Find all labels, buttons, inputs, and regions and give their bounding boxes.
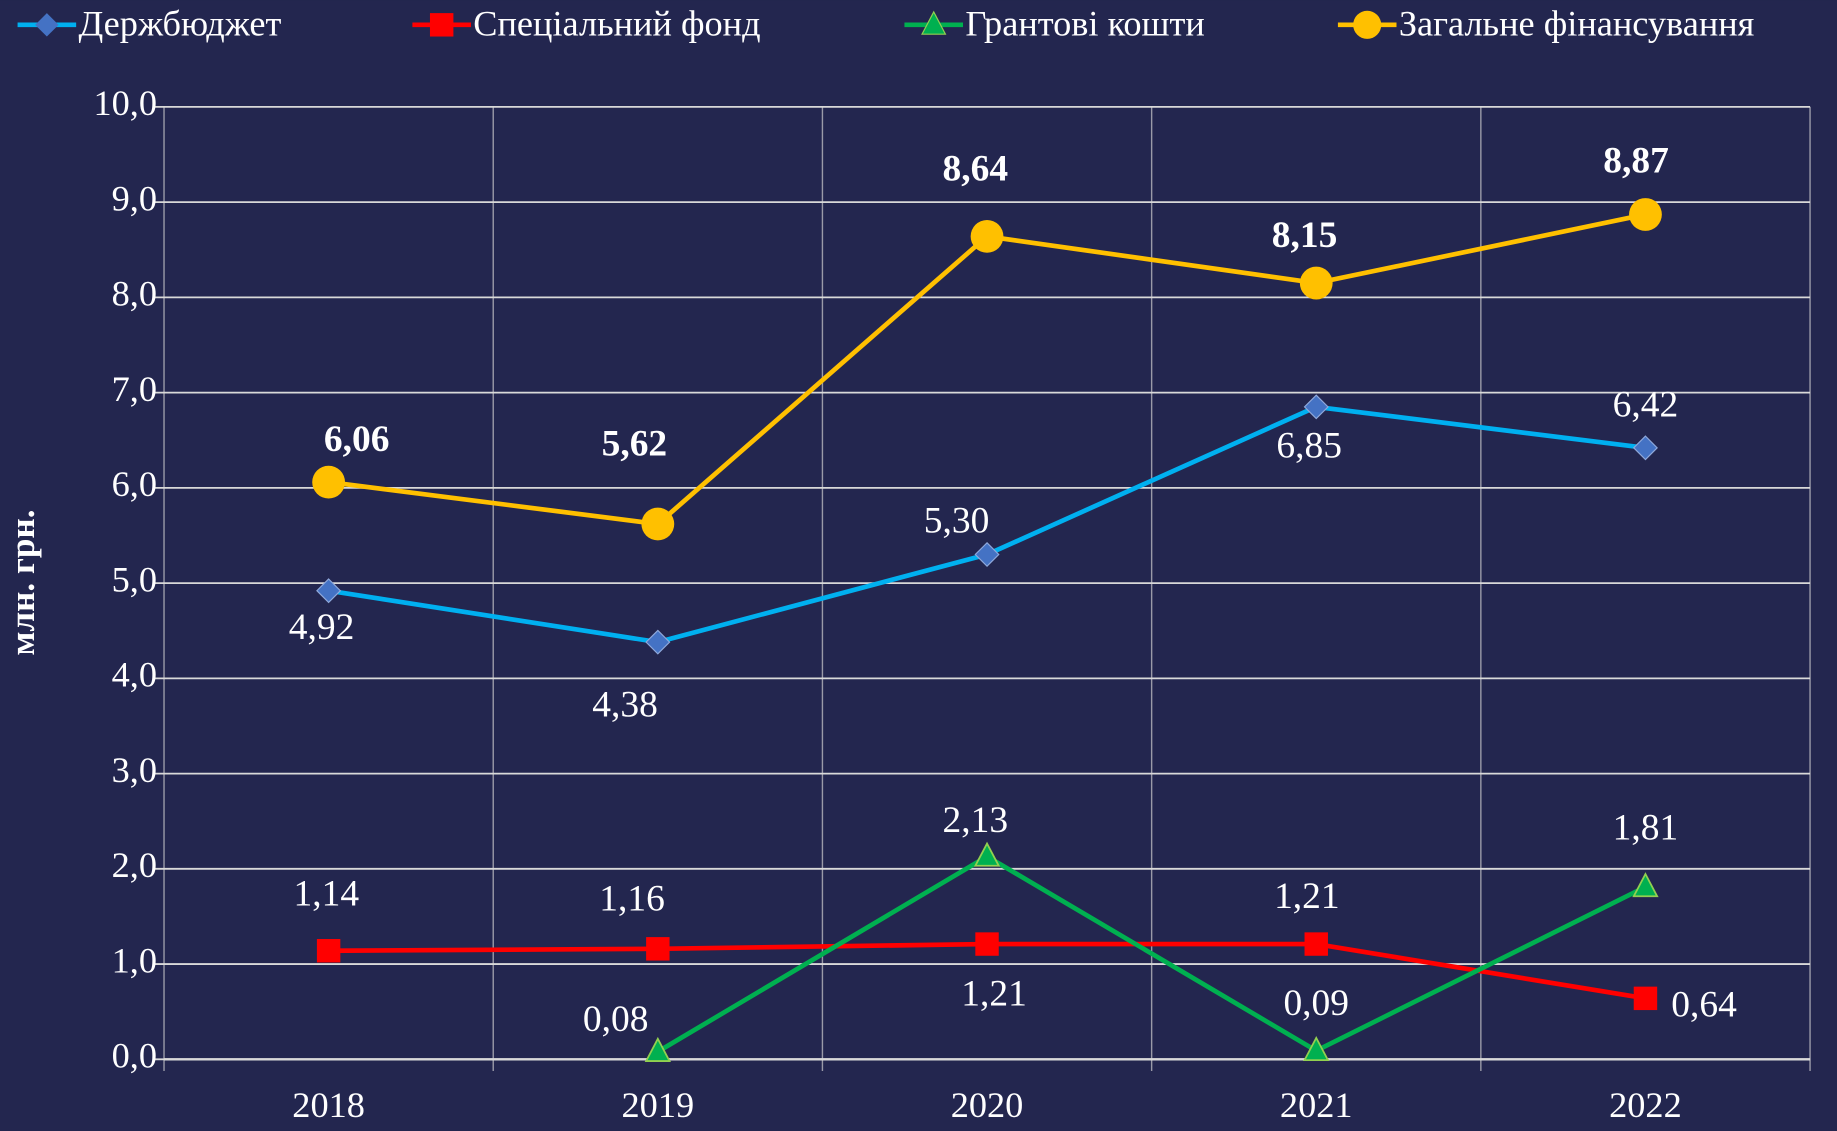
legend-marker xyxy=(1353,10,1382,39)
x-tick-label: 2022 xyxy=(1609,1085,1682,1125)
marker xyxy=(1632,872,1659,898)
y-tick-label: 0,0 xyxy=(112,1036,157,1076)
y-tick-label: 3,0 xyxy=(112,750,157,790)
legend-marker xyxy=(921,10,947,35)
y-tick-label: 5,0 xyxy=(112,559,157,599)
data-label: 8,87 xyxy=(1603,141,1669,182)
marker xyxy=(1299,266,1333,300)
data-label: 4,38 xyxy=(592,684,658,725)
data-label: 0,08 xyxy=(583,999,649,1040)
marker xyxy=(1633,986,1658,1011)
data-label: 5,30 xyxy=(924,501,990,542)
legend-marker xyxy=(429,13,454,37)
legend-label: Держбюджет xyxy=(78,3,281,43)
data-label: 1,14 xyxy=(293,873,359,914)
data-label: 1,21 xyxy=(961,973,1027,1014)
data-label: 4,92 xyxy=(289,607,355,648)
data-label: 1,21 xyxy=(1274,876,1340,917)
marker xyxy=(973,841,1001,867)
marker xyxy=(1303,1035,1330,1061)
data-label: 6,42 xyxy=(1613,385,1679,426)
marker xyxy=(974,541,1000,568)
marker xyxy=(645,629,671,655)
legend-label: Загальне фінансування xyxy=(1399,3,1755,43)
y-tick-label: 7,0 xyxy=(112,369,157,409)
marker xyxy=(644,1036,671,1062)
y-tick-label: 9,0 xyxy=(112,178,157,218)
y-tick-label: 10,0 xyxy=(93,83,157,123)
y-tick-label: 1,0 xyxy=(112,940,157,980)
marker xyxy=(1632,435,1658,461)
y-tick-label: 2,0 xyxy=(112,845,157,885)
data-label: 5,62 xyxy=(602,423,668,464)
marker xyxy=(1629,198,1662,231)
marker xyxy=(312,465,346,499)
x-tick-label: 2021 xyxy=(1280,1085,1353,1125)
y-axis-label: млн. грн. xyxy=(3,510,42,656)
legend-label: Спеціальний фонд xyxy=(473,3,760,43)
data-label: 0,09 xyxy=(1283,983,1349,1024)
data-label: 6,06 xyxy=(324,419,390,460)
y-tick-label: 8,0 xyxy=(112,274,157,314)
marker xyxy=(316,939,341,963)
marker xyxy=(316,578,342,604)
legend-label: Грантові кошти xyxy=(965,3,1204,43)
data-label: 6,85 xyxy=(1276,426,1342,467)
data-label: 2,13 xyxy=(943,800,1009,841)
x-tick-label: 2019 xyxy=(622,1085,695,1125)
marker xyxy=(1304,932,1328,956)
data-label: 0,64 xyxy=(1671,984,1737,1025)
x-tick-label: 2020 xyxy=(951,1085,1024,1125)
marker xyxy=(646,937,670,961)
data-label: 1,16 xyxy=(599,879,665,920)
y-tick-label: 4,0 xyxy=(112,655,157,695)
marker xyxy=(1303,394,1329,420)
series-line xyxy=(656,853,1647,1054)
data-label: 8,15 xyxy=(1272,215,1338,256)
y-tick-label: 6,0 xyxy=(112,464,157,504)
x-tick-label: 2018 xyxy=(292,1085,365,1125)
marker xyxy=(641,507,675,541)
data-label: 8,64 xyxy=(943,149,1009,190)
marker xyxy=(975,932,999,956)
data-label: 1,81 xyxy=(1613,807,1679,848)
marker xyxy=(970,219,1004,253)
